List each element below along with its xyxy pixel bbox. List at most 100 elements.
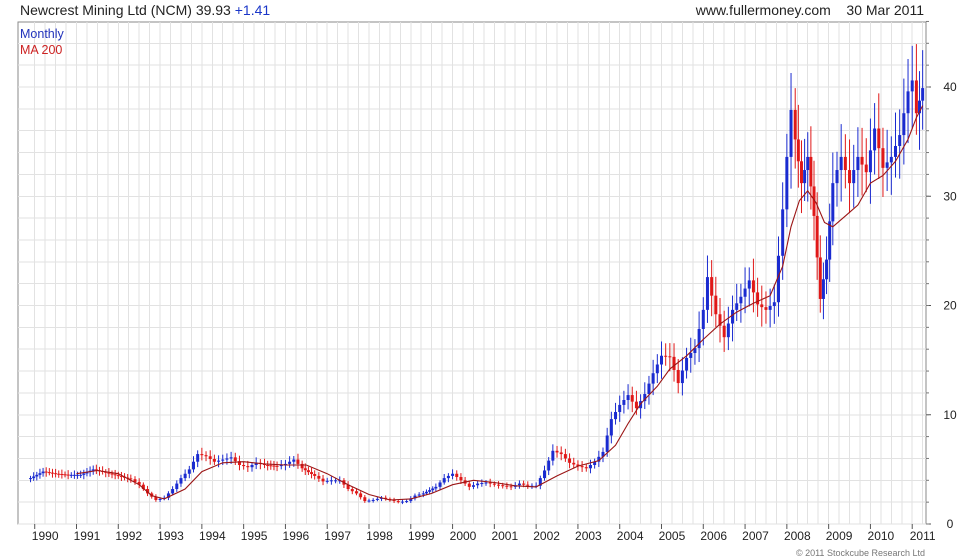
candle-body <box>480 483 484 485</box>
candle-body <box>710 277 714 296</box>
candle-body <box>82 473 86 475</box>
candle-body <box>722 325 726 338</box>
candle-body <box>781 209 785 256</box>
candle-body <box>793 109 797 140</box>
candle-body <box>438 482 442 487</box>
candle-body <box>208 456 212 459</box>
candle-body <box>254 462 258 466</box>
candle-body <box>250 465 254 468</box>
x-tick-label: 2002 <box>533 529 560 543</box>
candle-body <box>133 479 137 482</box>
x-tick-label: 1994 <box>199 529 226 543</box>
chart-title: Newcrest Mining Ltd (NCM) 39.93 +1.41 <box>20 2 270 18</box>
y-tick-label: 20 <box>943 299 957 313</box>
candle-body <box>269 465 273 467</box>
price-change: +1.41 <box>234 2 271 18</box>
x-tick-label: 2009 <box>826 529 853 543</box>
candle-body <box>66 474 70 476</box>
candle-body <box>676 369 680 384</box>
candle-body <box>212 458 216 462</box>
candle-body <box>346 484 350 490</box>
candle-body <box>505 485 509 487</box>
candle-body <box>898 135 902 146</box>
x-tick-label: 1993 <box>157 529 184 543</box>
candle-body <box>668 356 672 358</box>
candle-body <box>69 474 73 476</box>
x-tick-label: 2004 <box>617 529 644 543</box>
candle-body <box>421 493 425 495</box>
candle-body <box>906 91 910 114</box>
candle-body <box>714 295 718 315</box>
candle-body <box>400 501 404 503</box>
candle-body <box>129 478 133 480</box>
y-tick-label: 30 <box>943 189 957 203</box>
candle-body <box>828 221 832 260</box>
candle-body <box>517 483 521 486</box>
candle-body <box>873 128 877 151</box>
copyright-notice: © 2011 Stockcube Research Ltd <box>795 548 925 558</box>
candle-body <box>35 474 39 477</box>
source-link[interactable]: www.fullermoney.com <box>695 2 831 18</box>
candle-body <box>806 156 810 171</box>
candle-body <box>864 164 868 173</box>
x-tick-label: 2011 <box>910 529 936 543</box>
candle-body <box>354 491 358 494</box>
candle-body <box>310 472 314 475</box>
candle-body <box>94 469 98 471</box>
candle-body <box>116 475 120 477</box>
candle-body <box>597 456 601 462</box>
candle-body <box>526 484 530 486</box>
candle-body <box>799 161 803 184</box>
x-tick-label: 2005 <box>659 529 686 543</box>
candle-body <box>225 458 229 460</box>
candle-body <box>137 481 141 485</box>
x-tick-label: 1998 <box>366 529 393 543</box>
x-tick-label: 1995 <box>241 529 268 543</box>
candle-body <box>200 454 204 456</box>
candle-body <box>29 478 33 480</box>
candle-body <box>689 353 693 358</box>
legend-monthly: Monthly <box>20 27 64 41</box>
candle-body <box>428 490 432 492</box>
candle-body <box>334 480 338 482</box>
candle-body <box>889 156 893 163</box>
candle-body <box>217 460 221 462</box>
candle-body <box>350 489 354 492</box>
candle-body <box>158 498 162 500</box>
candle-body <box>375 498 379 500</box>
candle-body <box>76 474 80 476</box>
candle-body <box>743 288 747 297</box>
y-tick-label: 10 <box>943 408 957 422</box>
candle-body <box>179 478 183 484</box>
candle-body <box>731 309 735 324</box>
x-tick-label: 2007 <box>742 529 769 543</box>
candle-body <box>910 80 914 92</box>
candle-body <box>918 100 922 114</box>
candle-body <box>446 475 450 479</box>
candle-body <box>266 465 270 467</box>
candle-body <box>825 259 829 280</box>
candle-body <box>413 495 417 499</box>
candle-body <box>72 474 76 476</box>
candle-body <box>242 465 246 467</box>
candle-body <box>434 486 438 489</box>
candle-body <box>789 109 793 157</box>
candle-body <box>388 498 392 500</box>
candle-body <box>60 474 64 476</box>
candle-body <box>405 501 409 503</box>
candle-body <box>431 488 435 491</box>
candle-body <box>605 435 609 452</box>
candle-body <box>79 474 83 476</box>
candle-body <box>860 156 864 165</box>
candle-body <box>921 88 925 101</box>
candle-body <box>359 493 363 498</box>
candle-body <box>576 464 580 467</box>
candle-body <box>848 170 852 184</box>
candle-body <box>626 395 630 401</box>
candle-body <box>384 497 388 499</box>
candle-body <box>522 483 526 485</box>
candle-body <box>492 483 496 485</box>
candle-body <box>902 113 906 136</box>
candle-body <box>839 156 843 171</box>
candle-body <box>601 451 605 457</box>
